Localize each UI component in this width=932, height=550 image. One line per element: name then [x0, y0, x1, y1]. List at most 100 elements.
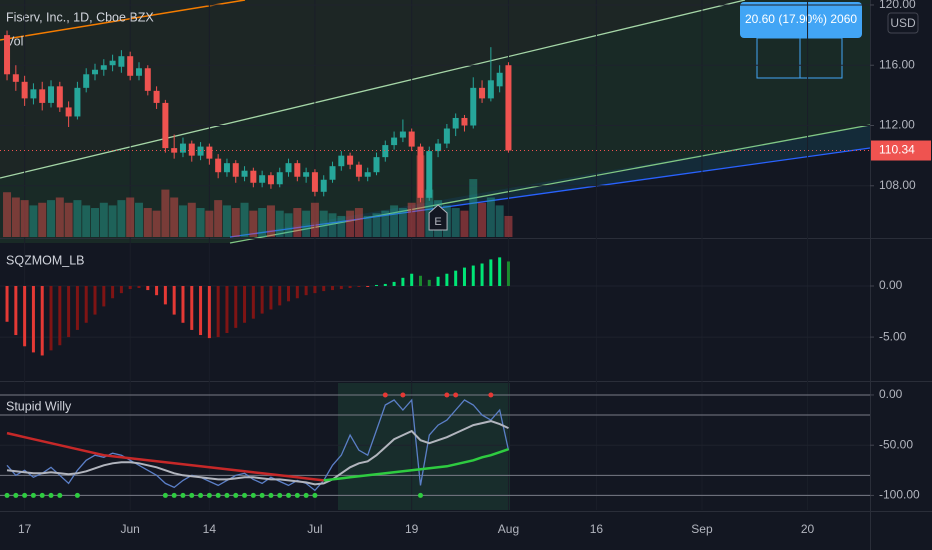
momentum-bar — [410, 273, 414, 286]
momentum-bar — [102, 285, 106, 307]
buy-signal — [303, 492, 309, 498]
buy-signal — [294, 492, 300, 498]
volume-bar — [249, 210, 258, 237]
buy-signal — [198, 492, 204, 498]
candle-body — [259, 175, 266, 183]
momentum-bar — [269, 285, 273, 310]
momentum-bar — [295, 285, 299, 299]
currency-box[interactable] — [887, 12, 919, 34]
buy-signal — [242, 492, 248, 498]
candle-body — [30, 89, 37, 99]
candle-body — [435, 143, 442, 152]
volume-bar — [266, 205, 275, 237]
measure-label: 20.60 (17.90%) 2060 — [745, 12, 857, 26]
momentum-bar — [357, 285, 361, 288]
momentum-bar — [498, 257, 502, 286]
momentum-bar — [304, 285, 308, 296]
volume-bar — [469, 179, 478, 237]
momentum-bar — [163, 285, 167, 305]
momentum-bar — [471, 265, 475, 286]
candle-body — [417, 146, 424, 198]
buy-signal — [13, 492, 19, 498]
channel-fill-upper — [0, 0, 870, 178]
y-tick-label: 108.00 — [879, 178, 916, 192]
momentum-bar — [427, 279, 431, 286]
volume-bar — [38, 202, 47, 237]
volume-bar — [196, 208, 205, 237]
candle-body — [347, 155, 354, 165]
candle-body — [39, 89, 46, 103]
momentum-bar — [243, 285, 247, 323]
willy-line — [6, 431, 324, 482]
momentum-bar — [251, 285, 255, 319]
volume-bar — [47, 200, 56, 237]
momentum-bar — [278, 285, 282, 306]
candle-body — [426, 151, 433, 198]
volume-bar — [293, 208, 302, 237]
candle-body — [338, 155, 345, 167]
currency[interactable]: USD — [890, 16, 916, 30]
volume-bar — [91, 208, 100, 237]
x-tick-label: 14 — [203, 522, 217, 536]
candle-body — [109, 60, 116, 66]
buy-signal — [277, 492, 283, 498]
x-tick-label: 17 — [18, 522, 32, 536]
buy-signal — [268, 492, 274, 498]
candle-body — [135, 68, 142, 76]
candle-body — [12, 74, 19, 82]
trendline-orange — [0, 0, 246, 41]
candle-body — [382, 145, 389, 158]
volume-bar — [20, 200, 29, 237]
momentum-bar — [199, 285, 203, 336]
momentum-bar — [287, 285, 291, 302]
momentum-bar — [322, 285, 326, 292]
indicator-title: Stupid Willy — [6, 399, 72, 413]
symbol-title: Fiserv, Inc., 1D, Cboe BZX — [6, 10, 154, 24]
volume-bar — [82, 205, 91, 237]
volume-bar — [310, 202, 319, 237]
momentum-bar — [260, 285, 264, 314]
y-tick-label: 120.00 — [879, 0, 916, 11]
momentum-bar — [506, 261, 510, 286]
volume-bar — [460, 210, 469, 237]
volume-bar — [3, 192, 12, 237]
y-tick-label: 112.00 — [879, 118, 915, 132]
candle-body — [48, 86, 55, 103]
volume-bar — [258, 208, 267, 237]
volume-bar — [495, 205, 504, 237]
buy-signal — [250, 492, 256, 498]
momentum-bar — [454, 270, 458, 286]
candle-body — [215, 158, 222, 173]
y-tick-label: -50.00 — [879, 437, 913, 451]
buy-signal — [48, 492, 54, 498]
momentum-bar — [462, 267, 466, 286]
candle-body — [206, 146, 213, 159]
momentum-bar — [75, 285, 79, 330]
volume-bar — [504, 215, 513, 237]
candle-body — [65, 107, 72, 117]
candle-body — [479, 87, 486, 99]
momentum-bar — [225, 285, 229, 333]
volume-bar — [117, 200, 126, 237]
volume-bar — [214, 200, 223, 237]
candle-body — [276, 172, 283, 185]
candle-body — [364, 172, 371, 177]
momentum-bar — [23, 285, 27, 347]
candle-body — [461, 117, 468, 126]
candle-body — [83, 74, 90, 88]
channel-fill — [0, 0, 870, 243]
volume-bar — [187, 202, 196, 237]
volume-bar — [337, 215, 346, 237]
x-tick-label: 19 — [405, 522, 419, 536]
trendline-lower — [229, 124, 871, 244]
momentum-bar — [234, 285, 238, 328]
volume-bar — [29, 205, 38, 237]
volume-bar — [11, 197, 20, 237]
buy-signal — [180, 492, 186, 498]
candle-body — [452, 117, 459, 129]
momentum-bar — [480, 263, 484, 286]
sell-signal — [444, 392, 450, 398]
trendline-upper — [0, 0, 746, 179]
candle-body — [355, 164, 362, 177]
